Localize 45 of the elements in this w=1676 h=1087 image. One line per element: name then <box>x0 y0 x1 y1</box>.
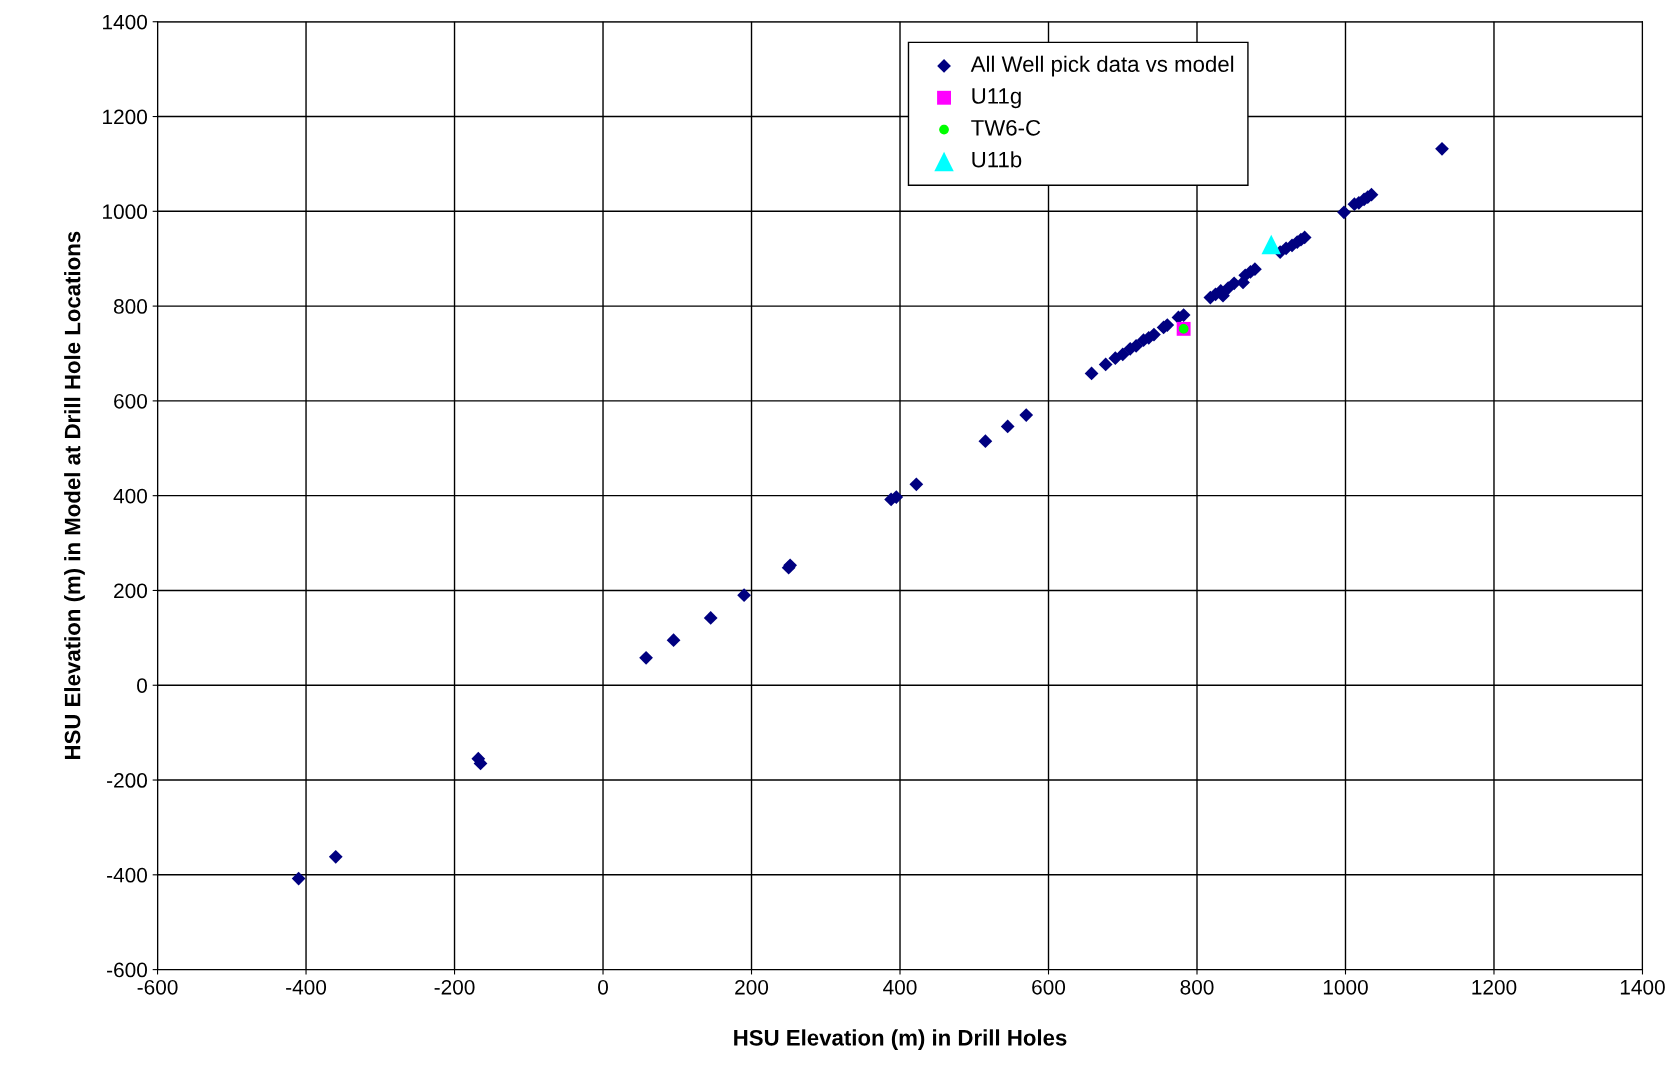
point <box>1435 141 1449 156</box>
y-tick-label: -600 <box>107 962 148 978</box>
y-tick-label: 1200 <box>103 109 148 125</box>
point <box>1000 419 1015 434</box>
point <box>978 434 993 449</box>
point <box>909 477 924 492</box>
point <box>666 633 681 648</box>
x-tick-label: 400 <box>883 979 917 995</box>
y-tick-label: 800 <box>113 299 148 314</box>
legend-label: All Well pick data vs model <box>970 55 1234 77</box>
x-tick-label: 1200 <box>1472 979 1517 995</box>
x-tick-label: 800 <box>1180 979 1214 995</box>
y-tick-label: -200 <box>107 773 148 788</box>
point <box>639 650 653 665</box>
y-tick-label: 600 <box>114 393 148 409</box>
legend-label: TW6-C <box>971 119 1041 136</box>
x-tick-label: 0 <box>598 979 608 995</box>
point <box>1337 205 1351 220</box>
y-axis-title: HSU Elevation (m) in Model at Drill Hole Locations <box>64 231 85 760</box>
legend-label: U11g <box>972 88 1021 109</box>
legend-label: U11b <box>972 151 1022 168</box>
point <box>737 588 751 603</box>
y-tick-label: 1400 <box>103 14 148 30</box>
y-tick-label: 0 <box>137 678 148 693</box>
x-tick-label: 200 <box>735 979 769 995</box>
x-tick-label: 1400 <box>1620 979 1665 995</box>
point <box>1115 347 1130 362</box>
y-tick-label: 200 <box>114 583 148 599</box>
point <box>1098 357 1113 372</box>
x-tick-label: -200 <box>434 979 475 995</box>
point <box>703 611 718 625</box>
y-tick-label: -400 <box>107 867 148 883</box>
x-tick-label: 1000 <box>1323 979 1368 995</box>
point <box>328 849 343 864</box>
x-tick-label: -600 <box>137 979 178 995</box>
point <box>1147 327 1161 342</box>
point <box>1019 408 1034 422</box>
y-tick-label: 400 <box>113 488 148 504</box>
point <box>291 871 306 886</box>
x-axis-title: HSU Elevation (m) in Drill Holes <box>734 1029 1067 1051</box>
point <box>1084 366 1099 381</box>
x-tick-label: -400 <box>286 979 327 995</box>
y-tick-label: 1000 <box>103 204 148 220</box>
x-tick-label: 600 <box>1032 979 1066 995</box>
point <box>1261 234 1281 255</box>
